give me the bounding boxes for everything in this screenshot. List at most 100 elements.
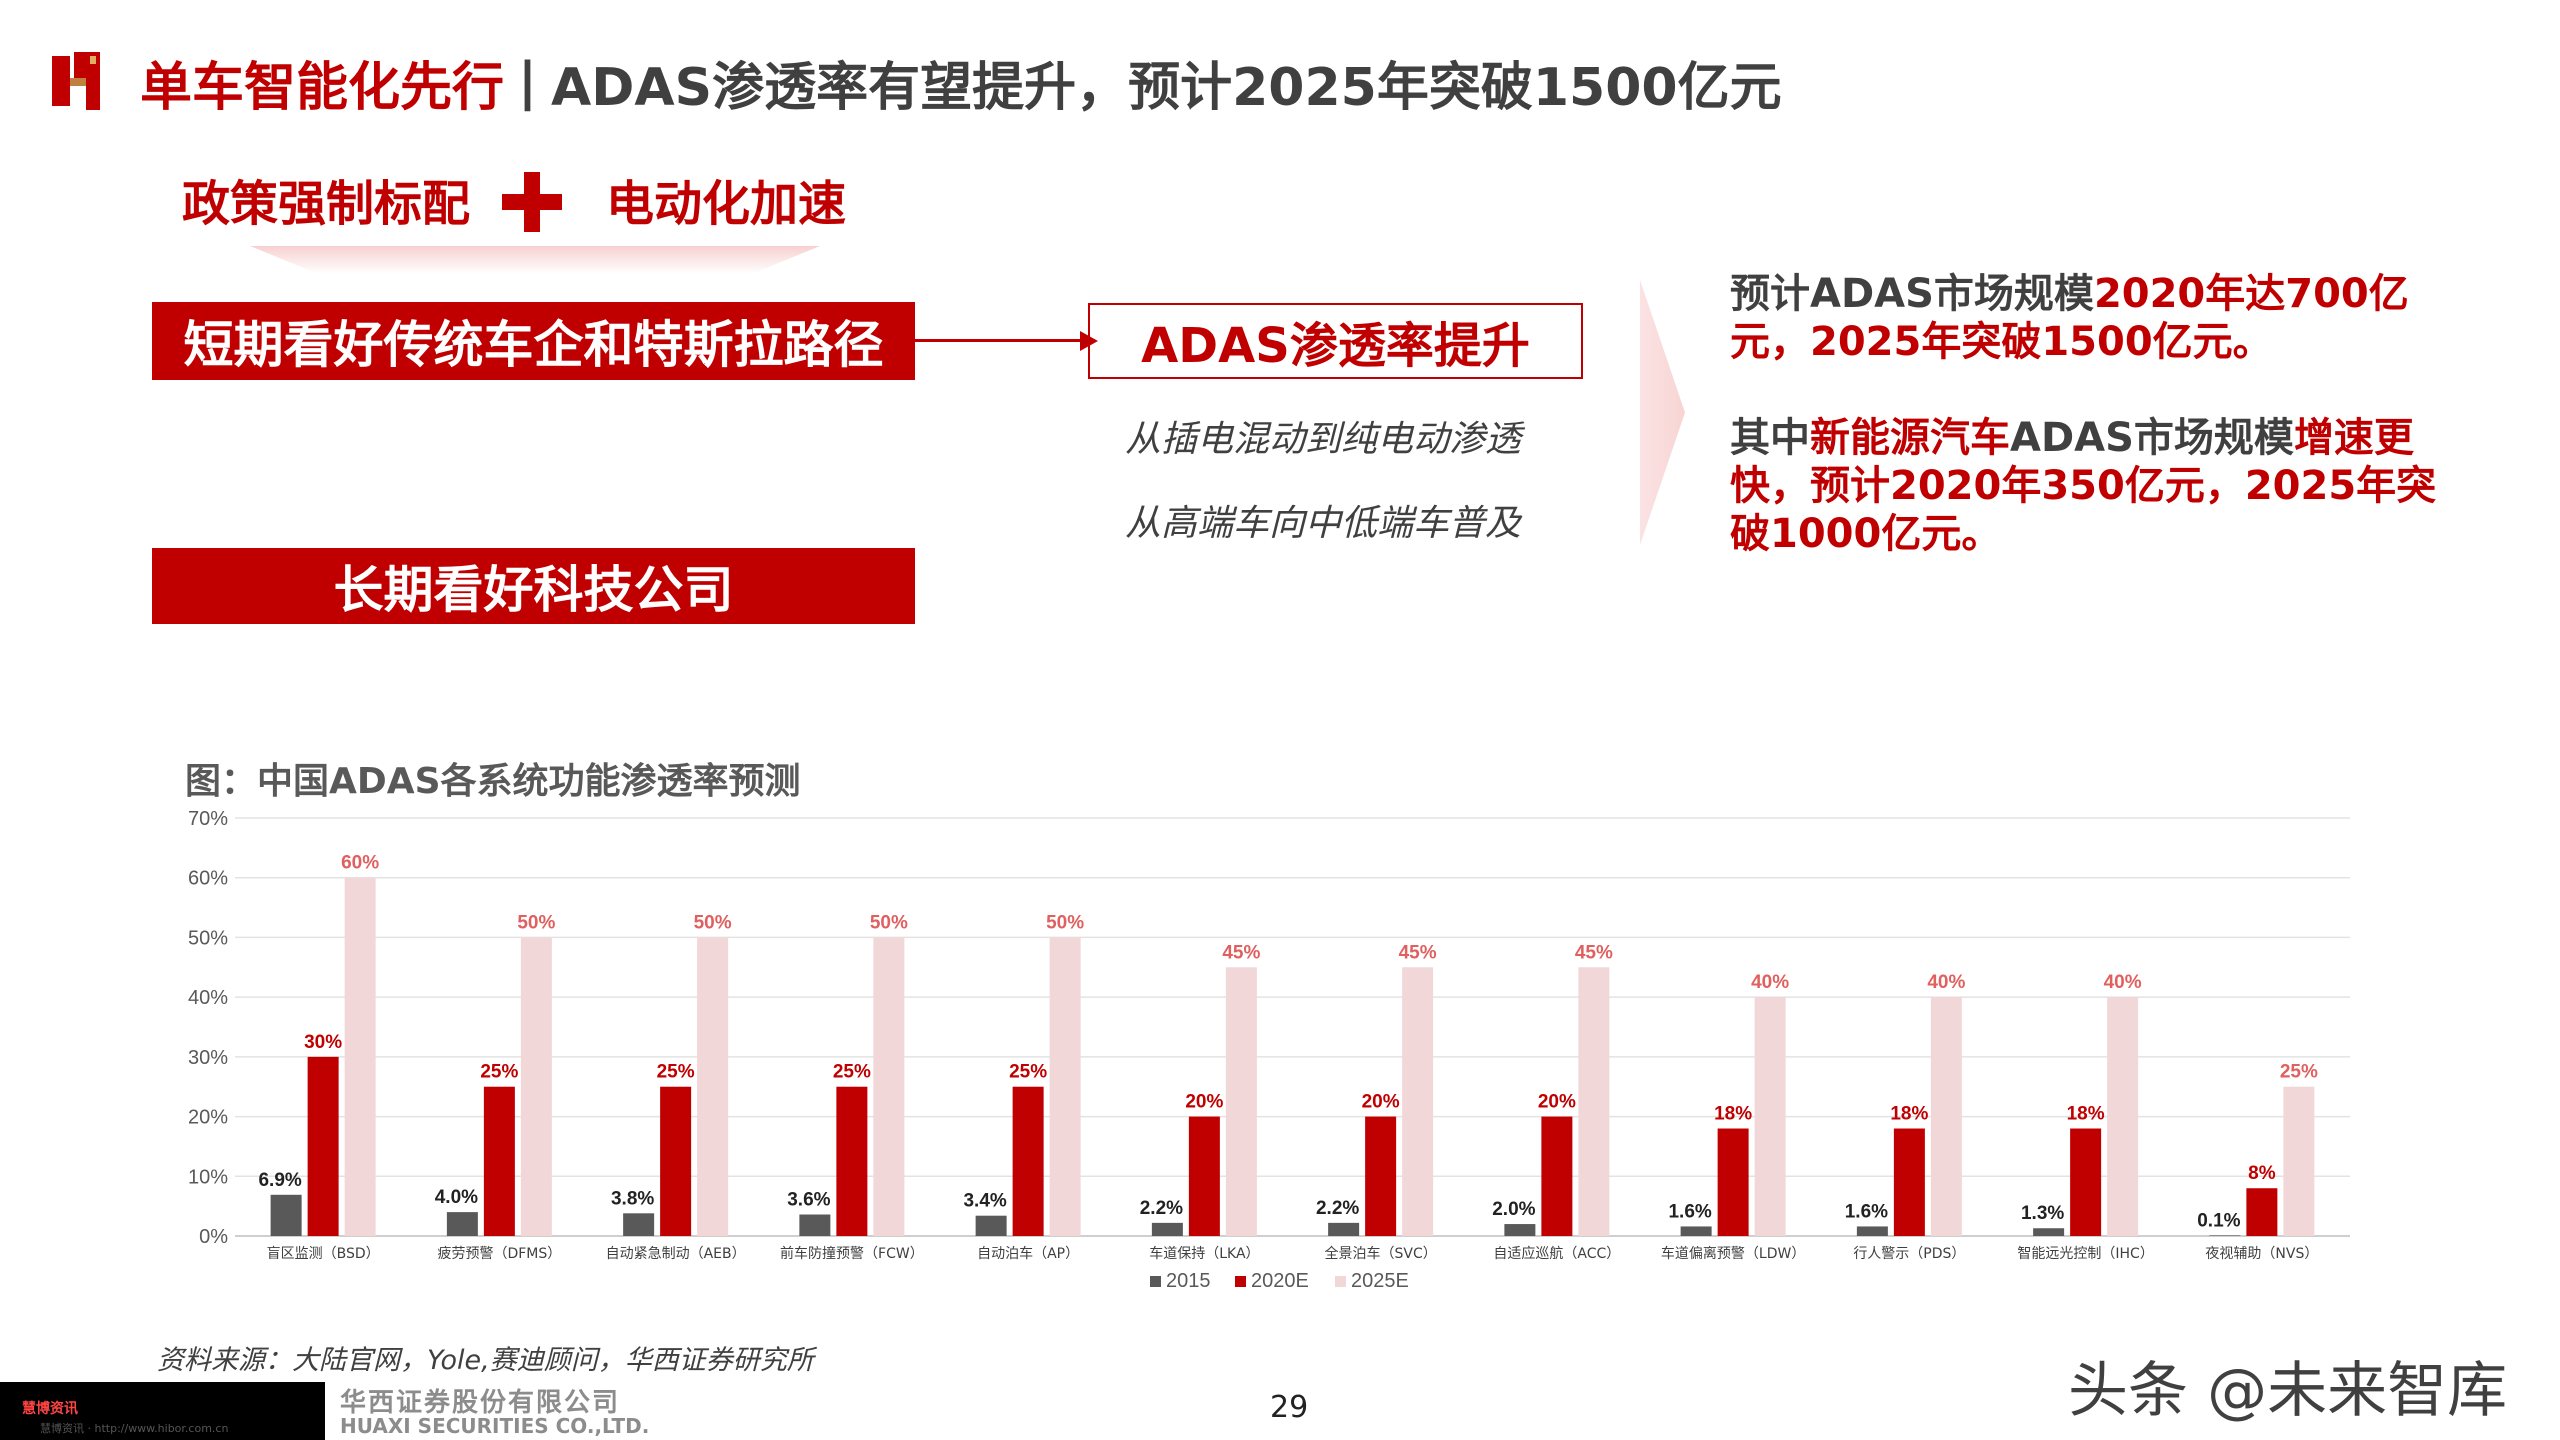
legend-swatch <box>1150 1276 1161 1287</box>
data-label: 20% <box>1185 1092 1223 1113</box>
data-label: 45% <box>1222 942 1260 963</box>
funnel-shape <box>250 246 820 274</box>
adas-penetration-box: ADAS渗透率提升 <box>1088 303 1583 379</box>
data-label: 0.1% <box>2197 1210 2240 1231</box>
chart-title: 图：中国ADAS各系统功能渗透率预测 <box>185 761 801 802</box>
data-label: 60% <box>341 853 379 874</box>
category-label: 自动紧急制动（AEB） <box>606 1246 746 1262</box>
footer-badge: 慧博资讯 慧博资讯 · http://www.hibor.com.cn <box>0 1382 325 1440</box>
data-label: 45% <box>1575 942 1613 963</box>
data-label: 2.0% <box>1492 1199 1535 1220</box>
data-label: 40% <box>1927 972 1965 993</box>
penetration-line-2: 从高端车向中低端车普及 <box>1125 503 1522 544</box>
category-label: 盲区监测（BSD） <box>267 1245 380 1262</box>
data-label: 2.2% <box>1140 1198 1183 1219</box>
bar-2025E <box>520 937 552 1236</box>
data-label: 25% <box>657 1062 695 1083</box>
bar-2015 <box>1680 1226 1712 1236</box>
data-label: 20% <box>1362 1092 1400 1113</box>
bar-2025E <box>1754 997 1786 1236</box>
bar-2015 <box>623 1213 655 1236</box>
category-label: 全景泊车（SVC） <box>1325 1245 1437 1262</box>
bar-2020E <box>2246 1188 2278 1236</box>
nev-text-f: ，预计2020年350亿元，2025年突破1000亿元。 <box>1730 463 2437 557</box>
y-tick-label: 20% <box>188 1107 228 1129</box>
bar-2020E <box>307 1056 339 1236</box>
data-label: 18% <box>2067 1104 2105 1125</box>
bar-2015 <box>799 1214 831 1236</box>
data-label: 3.4% <box>963 1191 1006 1212</box>
category-label: 智能远光控制（IHC） <box>2017 1246 2153 1262</box>
company-logo-icon <box>52 52 100 110</box>
driver-policy: 政策强制标配 <box>182 176 471 232</box>
bar-2025E <box>1578 967 1610 1236</box>
data-label: 18% <box>1890 1104 1928 1125</box>
market-size-paragraph: 预计ADAS市场规模2020年达700亿元，2025年突破1500亿元。 <box>1730 270 2450 366</box>
bar-2015 <box>1856 1226 1888 1236</box>
legend-label: 2025E <box>1351 1270 1409 1292</box>
data-label: 1.6% <box>1668 1201 1711 1222</box>
bar-2015 <box>1151 1222 1183 1236</box>
data-label: 50% <box>694 912 732 933</box>
data-label: 50% <box>517 912 555 933</box>
data-label: 45% <box>1399 942 1437 963</box>
bar-2025E <box>344 877 376 1236</box>
legend-label: 2015 <box>1166 1270 1211 1292</box>
bar-2015 <box>2209 1235 2241 1236</box>
bar-2015 <box>2033 1228 2065 1236</box>
data-label: 50% <box>1046 912 1084 933</box>
nev-text-e: 快 <box>1730 463 1770 509</box>
legend-swatch <box>1335 1276 1346 1287</box>
y-tick-label: 70% <box>188 808 228 830</box>
data-label: 6.9% <box>258 1170 301 1191</box>
category-label: 自适应巡航（ACC） <box>1493 1245 1620 1262</box>
plus-icon <box>502 172 562 232</box>
data-label: 25% <box>1009 1062 1047 1083</box>
footer-badge-subtext: 慧博资讯 · http://www.hibor.com.cn <box>40 1422 229 1435</box>
nev-text-c: ADAS市场规模 <box>2010 415 2294 461</box>
data-label: 25% <box>2280 1062 2318 1083</box>
legend-swatch <box>1235 1276 1246 1287</box>
nev-text-b: 新能源汽车 <box>1810 415 2010 461</box>
data-label: 30% <box>304 1032 342 1053</box>
bar-2025E <box>2283 1086 2315 1236</box>
market-text-b: 2020年达700亿 <box>2093 271 2409 317</box>
short-term-box: 短期看好传统车企和特斯拉路径 <box>152 302 915 380</box>
category-label: 自动泊车（AP） <box>977 1245 1079 1262</box>
data-label: 40% <box>1751 972 1789 993</box>
data-label: 1.3% <box>2021 1203 2064 1224</box>
data-label: 25% <box>833 1062 871 1083</box>
data-label: 18% <box>1714 1104 1752 1125</box>
bar-2020E <box>660 1086 692 1236</box>
watermark: 头条 @未来智库 <box>2068 1356 2508 1426</box>
driver-electrification: 电动化加速 <box>606 176 847 232</box>
bar-2020E <box>1365 1116 1397 1236</box>
market-text-a: 预计ADAS市场规模 <box>1730 271 2094 317</box>
data-label: 8% <box>2248 1163 2276 1184</box>
page-number: 29 <box>1270 1390 1309 1425</box>
bar-2025E <box>1930 997 1962 1236</box>
category-label: 车道保持（LKA） <box>1149 1245 1259 1262</box>
long-term-box: 长期看好科技公司 <box>152 548 915 624</box>
nev-text-a: 其中 <box>1730 415 1810 461</box>
legend-label: 2020E <box>1251 1270 1309 1292</box>
y-tick-label: 50% <box>188 927 228 949</box>
bar-2020E <box>1717 1128 1749 1236</box>
bar-2020E <box>1188 1116 1220 1236</box>
data-label: 4.0% <box>435 1187 478 1208</box>
page-title: 单车智能化先行 | ADAS渗透率有望提升，预计2025年突破1500亿元 <box>140 44 1782 120</box>
data-label: 2.2% <box>1316 1198 1359 1219</box>
category-label: 夜视辅助（NVS） <box>2205 1246 2318 1262</box>
source-note: 资料来源：大陆官网，Yole,赛迪顾问，华西证券研究所 <box>157 1345 814 1376</box>
data-label: 3.8% <box>611 1188 654 1209</box>
data-label: 3.6% <box>787 1190 830 1211</box>
nev-paragraph: 其中新能源汽车ADAS市场规模增速更快，预计2020年350亿元，2025年突破… <box>1730 414 2450 558</box>
bar-2020E <box>1012 1086 1044 1236</box>
y-tick-label: 30% <box>188 1047 228 1069</box>
title-main: 单车智能化先行 <box>140 57 505 118</box>
category-label: 前车防撞预警（FCW） <box>780 1245 924 1262</box>
y-tick-label: 0% <box>199 1226 228 1248</box>
bar-2020E <box>2070 1128 2102 1236</box>
bar-2015 <box>975 1215 1007 1236</box>
